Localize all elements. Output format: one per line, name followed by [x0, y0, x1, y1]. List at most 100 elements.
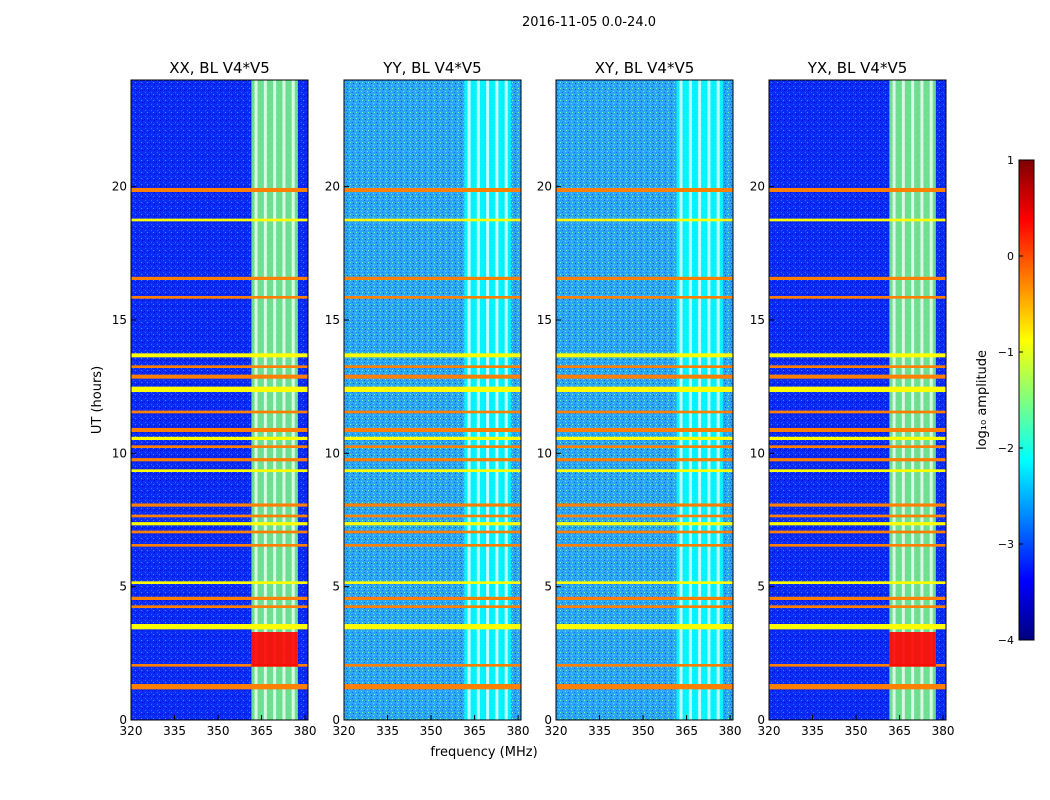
rfi-time-band	[344, 353, 521, 358]
panel-title: YY, BL V4*V5	[382, 59, 481, 77]
x-tick-label: 365	[888, 724, 911, 738]
panel-title: XY, BL V4*V5	[595, 59, 695, 77]
rfi-time-band	[556, 522, 733, 526]
colorbar-label: log₁₀ amplitude	[975, 350, 990, 450]
rfi-burst	[251, 632, 298, 667]
y-tick-label: 15	[112, 313, 127, 327]
rfi-time-band	[131, 605, 308, 608]
y-tick-label: 0	[119, 713, 127, 727]
rfi-time-band	[556, 218, 733, 222]
colorbar-gradient	[1018, 159, 1035, 641]
panel-2: YY, BL V4*V5 320 335 350 365 380 0 5 10 15 20	[325, 59, 530, 738]
rfi-channel-gap	[504, 80, 508, 720]
panel-title: XX, BL V4*V5	[169, 59, 270, 77]
rfi-time-band	[556, 503, 733, 507]
rfi-channel-gap	[495, 80, 499, 720]
y-tick-label: 10	[325, 446, 340, 460]
rfi-time-band	[769, 445, 946, 448]
rfi-time-band	[769, 596, 946, 600]
rfi-time-band	[131, 624, 308, 630]
rfi-time-band	[769, 514, 946, 518]
rfi-time-band	[131, 458, 308, 462]
rfi-time-band	[769, 386, 946, 392]
rfi-channel-gap	[901, 80, 905, 720]
panel-3: XY, BL V4*V5 320 335 350 365 380 0 5 10 15 20	[537, 59, 742, 738]
y-tick-label: 10	[112, 446, 127, 460]
y-tick-label: 15	[750, 313, 765, 327]
rfi-time-band	[344, 428, 521, 432]
rfi-channel-gap	[698, 80, 702, 720]
colorbar-tick-label: −1	[998, 346, 1014, 359]
rfi-time-band	[131, 218, 308, 222]
rfi-time-band	[344, 530, 521, 534]
rfi-channel-gap	[254, 80, 258, 720]
x-tick-label: 380	[719, 724, 742, 738]
rfi-time-band	[344, 296, 521, 299]
rfi-time-band	[344, 664, 521, 667]
rfi-channel-gap	[892, 80, 896, 720]
rfi-time-band	[131, 596, 308, 600]
rfi-time-band	[344, 218, 521, 222]
x-tick-label: 320	[758, 724, 781, 738]
rfi-time-band	[344, 596, 521, 600]
rfi-burst	[889, 632, 936, 667]
rfi-time-band	[344, 276, 521, 280]
rfi-time-band	[556, 581, 733, 584]
rfi-time-band	[131, 503, 308, 507]
rfi-channel-gap	[476, 80, 480, 720]
rfi-time-band	[131, 296, 308, 299]
rfi-channel-gap	[688, 80, 692, 720]
x-tick-label: 350	[632, 724, 655, 738]
rfi-time-band	[556, 596, 733, 600]
rfi-time-band	[556, 386, 733, 392]
rfi-channel-gap	[911, 80, 915, 720]
rfi-time-band	[556, 296, 733, 299]
rfi-time-band	[556, 410, 733, 414]
figure-suptitle: 2016-11-05 0.0-24.0	[522, 15, 656, 30]
x-tick-label: 350	[845, 724, 868, 738]
rfi-time-band	[131, 522, 308, 526]
y-tick-label: 20	[112, 180, 127, 194]
rfi-channel-gap	[467, 80, 471, 720]
rfi-time-band	[556, 374, 733, 379]
x-tick-label: 335	[376, 724, 399, 738]
rfi-time-band	[556, 365, 733, 368]
x-tick-label: 335	[801, 724, 824, 738]
rfi-time-band	[131, 514, 308, 518]
y-tick-label: 20	[325, 180, 340, 194]
x-tick-label: 320	[545, 724, 568, 738]
rfi-time-band	[131, 276, 308, 280]
rfi-time-band	[769, 624, 946, 630]
rfi-channel-gap	[282, 80, 286, 720]
rfi-time-band	[769, 544, 946, 547]
rfi-time-band	[556, 428, 733, 432]
rfi-channel-gap	[929, 80, 933, 720]
rfi-time-band	[556, 469, 733, 472]
rfi-time-band	[769, 581, 946, 584]
rfi-time-band	[131, 544, 308, 547]
rfi-time-band	[344, 581, 521, 584]
rfi-time-band	[344, 544, 521, 547]
rfi-time-band	[131, 445, 308, 448]
panel-1: XX, BL V4*V5 320 335 350 365 380 0 5 10 15 20	[112, 59, 317, 738]
rfi-time-band	[556, 530, 733, 534]
y-tick-label: 0	[544, 713, 552, 727]
colorbar: 1 0 −1 −2 −3 −4 log₁₀ amplitude	[975, 154, 1035, 647]
colorbar-tick-label: −2	[998, 442, 1014, 455]
rfi-time-band	[131, 188, 308, 192]
rfi-time-band	[769, 410, 946, 414]
rfi-time-band	[131, 353, 308, 358]
y-tick-label: 0	[332, 713, 340, 727]
rfi-channel-gap	[273, 80, 277, 720]
rfi-time-band	[556, 605, 733, 608]
rfi-time-band	[556, 445, 733, 448]
rfi-time-band	[556, 276, 733, 280]
rfi-time-band	[344, 624, 521, 630]
rfi-time-band	[769, 530, 946, 534]
y-tick-label: 0	[757, 713, 765, 727]
rfi-time-band	[344, 445, 521, 448]
panel-frame	[768, 79, 947, 721]
colorbar-tick-label: 0	[1007, 250, 1014, 263]
x-tick-label: 380	[932, 724, 955, 738]
